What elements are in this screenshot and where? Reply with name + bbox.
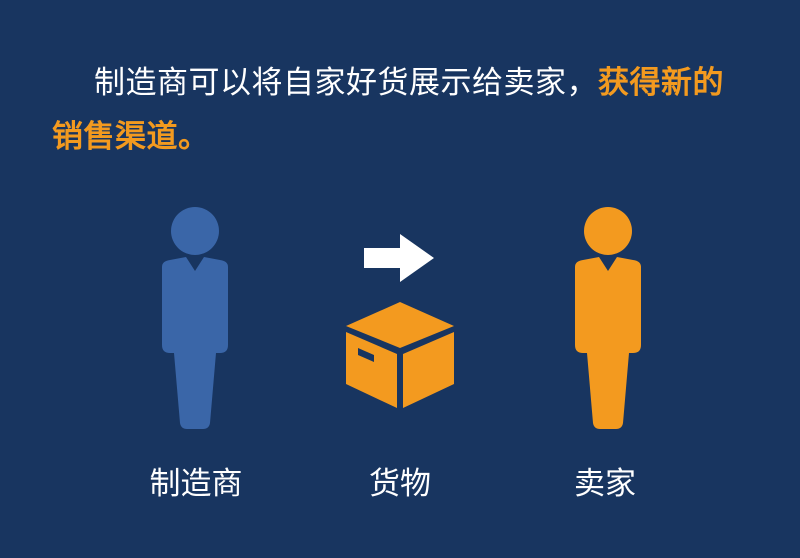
headline-plain: 制造商可以将自家好货展示给卖家， bbox=[94, 65, 598, 101]
headline: 制造商可以将自家好货展示给卖家，获得新的销售渠道。 bbox=[52, 56, 752, 164]
manufacturer-person-icon bbox=[162, 207, 228, 429]
arrow-right-icon bbox=[364, 234, 434, 282]
headline-highlight: 获得新的销售渠道。 bbox=[52, 65, 724, 155]
box-icon bbox=[346, 302, 454, 408]
seller-label: 卖家 bbox=[574, 466, 636, 502]
manufacturer-label: 制造商 bbox=[149, 466, 243, 502]
seller-person-icon bbox=[575, 207, 641, 429]
goods-label: 货物 bbox=[369, 466, 431, 502]
